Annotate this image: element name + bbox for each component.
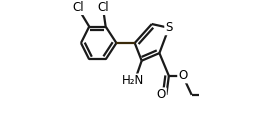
Text: Cl: Cl: [97, 1, 109, 14]
Text: O: O: [178, 69, 187, 82]
Text: S: S: [165, 21, 172, 34]
Text: O: O: [157, 88, 166, 101]
Text: Cl: Cl: [73, 1, 84, 14]
Text: H₂N: H₂N: [122, 74, 145, 87]
